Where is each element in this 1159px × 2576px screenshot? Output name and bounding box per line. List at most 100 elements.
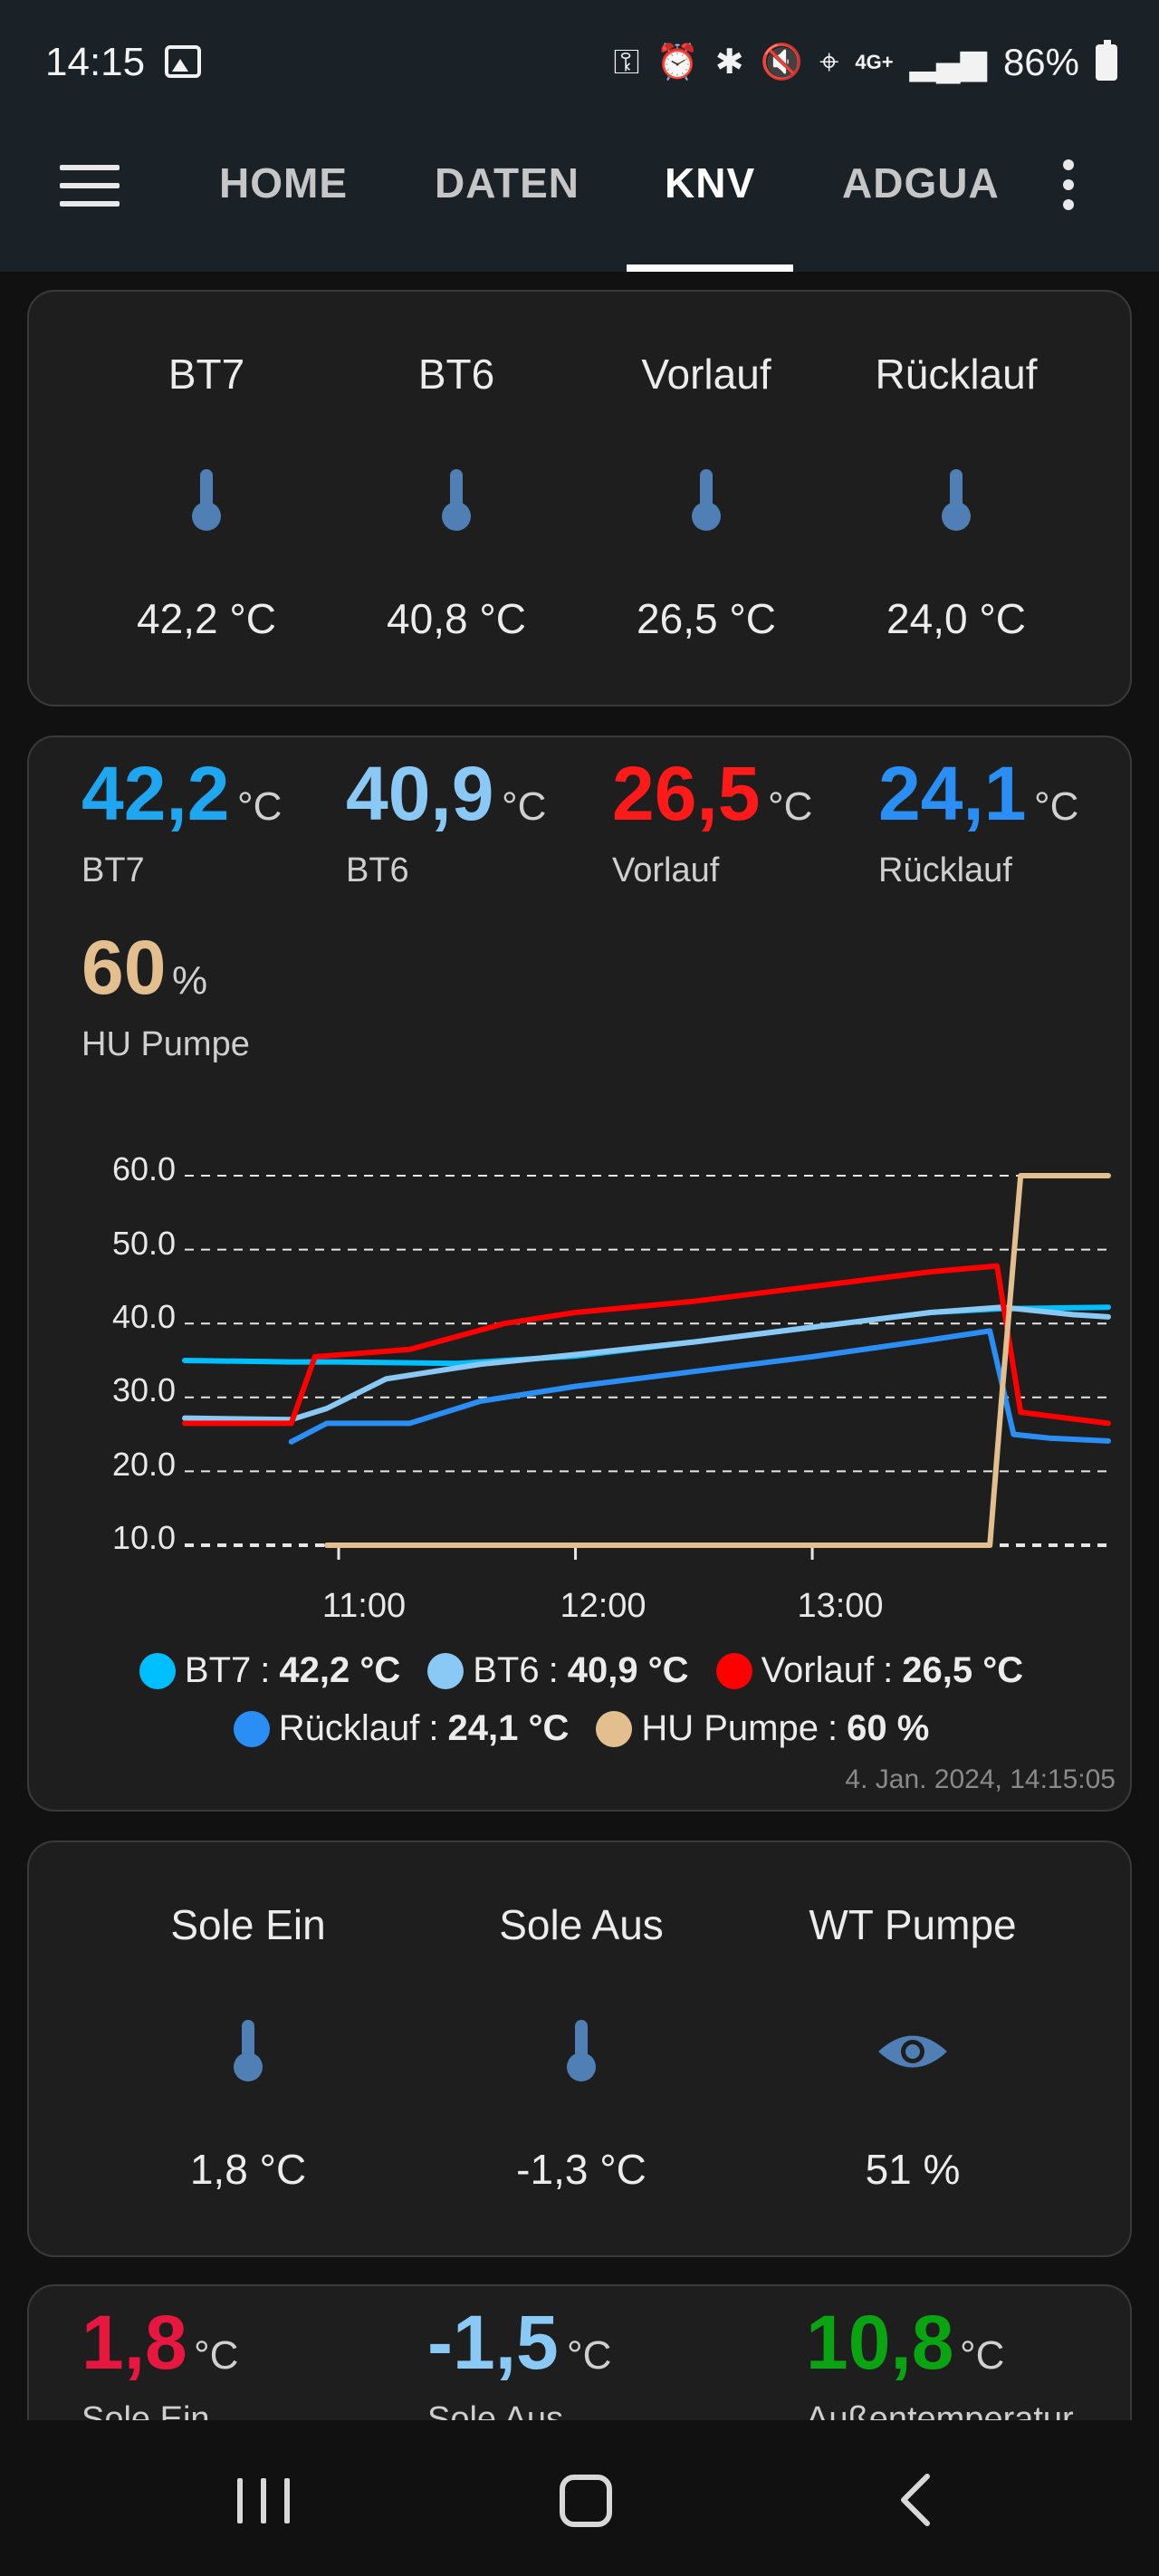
chart-legend-row-1: BT7: 42,2 °C BT6: 40,9 °C Vorlauf: 26,5 …: [29, 1650, 1134, 1691]
legend-value: 26,5 °C: [902, 1650, 1024, 1690]
status-icons: ⚿ ⏰ ✱ 🔇 ⌖ 4G+ ▂▄▆ 86%: [614, 40, 1117, 85]
x-tick-label: 11:00: [321, 1587, 407, 1625]
eye-icon: [878, 2035, 947, 2068]
y-tick-label: 40.0: [112, 1298, 177, 1335]
tile-label-ruecklauf: Rücklauf: [875, 351, 1038, 398]
signal-icon: ▂▄▆: [909, 43, 987, 82]
reading-aussentemp-value: 10,8: [806, 2300, 954, 2385]
bluetooth-icon: ✱: [714, 43, 744, 82]
legend-name: BT7: [184, 1650, 252, 1690]
chart-gridlines: [185, 1175, 1106, 1560]
thermometer-icon: [688, 469, 724, 533]
location-icon: ⌖: [819, 43, 839, 82]
legend-item-hu-pumpe[interactable]: HU Pumpe: 60 %: [596, 1708, 929, 1749]
y-tick-label: 50.0: [112, 1225, 177, 1262]
hamburger-menu-icon[interactable]: [60, 165, 120, 210]
legend-item-ruecklauf[interactable]: Rücklauf: 24,1 °C: [233, 1708, 570, 1749]
tile-label-wt-pumpe: WT Pumpe: [809, 1901, 1017, 1948]
back-icon[interactable]: [896, 2473, 936, 2527]
tile-label-vorlauf: Vorlauf: [641, 351, 771, 398]
tab-daten[interactable]: DATEN: [435, 159, 580, 207]
y-tick-label: 20.0: [112, 1446, 177, 1483]
network-type: 4G+: [855, 51, 894, 73]
reading-hu-pumpe-label: HU Pumpe: [81, 1025, 250, 1063]
sole-tiles-card: Sole Ein Sole Aus WT Pumpe 1,8 °C -1,3 °…: [27, 1841, 1132, 2257]
legend-value: 60 %: [847, 1708, 930, 1748]
series-line-vorlauf: [182, 1263, 1111, 1427]
reading-bt6-value: 40,9: [346, 751, 494, 836]
alarm-icon: ⏰: [656, 43, 699, 82]
reading-sole-ein-unit: °C: [194, 2333, 239, 2378]
tile-value-bt6: 40,8 °C: [387, 595, 526, 642]
reading-bt6-unit: °C: [502, 784, 547, 829]
tile-value-bt7: 42,2 °C: [137, 595, 276, 642]
y-tick-label: 60.0: [112, 1150, 177, 1187]
reading-hu-pumpe-unit: %: [172, 958, 208, 1003]
reading-sole-ein-value: 1,8: [81, 2300, 187, 2385]
reading-bt6-label: BT6: [346, 851, 409, 889]
thermometer-icon: [563, 2020, 599, 2083]
image-notification-icon: [165, 45, 201, 78]
reading-vorlauf-unit: °C: [768, 784, 813, 829]
reading-bt7-value: 42,2: [81, 751, 230, 836]
legend-value: 24,1 °C: [447, 1708, 570, 1748]
legend-dot: [427, 1652, 465, 1689]
tab-knv[interactable]: KNV: [665, 159, 756, 207]
tile-label-bt7: BT7: [168, 351, 245, 398]
reading-ruecklauf-unit: °C: [1034, 784, 1079, 829]
legend-name: HU Pumpe: [641, 1708, 819, 1748]
battery-percent: 86%: [1002, 41, 1079, 83]
tile-value-ruecklauf: 24,0 °C: [886, 595, 1026, 642]
reading-sole-aus-unit: °C: [567, 2333, 612, 2378]
reading-sole-aus-value: -1,5: [427, 2300, 559, 2385]
reading-vorlauf-label: Vorlauf: [612, 851, 720, 889]
series-line-bt7: [182, 1304, 1111, 1367]
tile-value-wt-pumpe: 51 %: [865, 2146, 961, 2193]
y-tick-label: 30.0: [112, 1371, 177, 1408]
reading-bt7-unit: °C: [237, 784, 283, 829]
reading-ruecklauf-value: 24,1: [878, 751, 1027, 836]
temperature-tiles-card: BT7 BT6 Vorlauf Rücklauf 42,2 °C 40,8 °C…: [27, 290, 1132, 706]
system-navigation-bar: [0, 2420, 1159, 2576]
legend-item-vorlauf[interactable]: Vorlauf: 26,5 °C: [715, 1650, 1024, 1691]
app-bar: HOME DATEN KNV ADGUA: [0, 127, 1159, 272]
tab-home[interactable]: HOME: [219, 159, 348, 207]
status-bar: 14:15 ⚿ ⏰ ✱ 🔇 ⌖ 4G+ ▂▄▆ 86%: [0, 0, 1159, 127]
series-line-hu-pumpe: [323, 1173, 1111, 1548]
legend-value: 42,2 °C: [279, 1650, 401, 1690]
thermometer-icon: [230, 2020, 266, 2083]
y-tick-label: 10.0: [112, 1519, 177, 1556]
more-options-icon[interactable]: [1059, 159, 1078, 217]
chart-timestamp: 4. Jan. 2024, 14:15:05: [845, 1764, 1116, 1794]
tile-value-vorlauf: 26,5 °C: [637, 595, 776, 642]
battery-icon: [1096, 40, 1117, 81]
legend-item-bt7[interactable]: BT7: 42,2 °C: [139, 1650, 400, 1691]
thermometer-icon: [438, 469, 474, 533]
x-tick-label: 12:00: [560, 1587, 647, 1625]
reading-vorlauf-value: 26,5: [612, 751, 761, 836]
tile-label-sole-ein: Sole Ein: [170, 1901, 326, 1948]
series-line-bt6: [182, 1304, 1111, 1423]
legend-value: 40,9 °C: [567, 1650, 689, 1690]
thermometer-icon: [188, 469, 225, 533]
history-chart-card[interactable]: 42,2 °C BT7 40,9 °C BT6 26,5 °C Vorlauf …: [27, 735, 1132, 1812]
legend-name: Rücklauf: [278, 1708, 420, 1748]
series-line-r-cklauf: [288, 1328, 1111, 1445]
tab-adgua[interactable]: ADGUA: [842, 159, 1000, 207]
legend-item-bt6[interactable]: BT6: 40,9 °C: [427, 1650, 689, 1691]
legend-dot: [139, 1652, 176, 1689]
home-icon[interactable]: [560, 2475, 612, 2527]
tile-label-sole-aus: Sole Aus: [499, 1901, 664, 1948]
thermometer-icon: [938, 469, 974, 533]
mute-icon: 🔇: [760, 43, 803, 82]
chart-legend-row-2: Rücklauf: 24,1 °C HU Pumpe: 60 %: [29, 1708, 1134, 1749]
tile-label-bt6: BT6: [417, 351, 495, 398]
tile-value-sole-aus: -1,3 °C: [516, 2146, 647, 2193]
reading-aussentemp-unit: °C: [960, 2333, 1005, 2378]
status-time: 14:15: [45, 40, 146, 84]
reading-ruecklauf-label: Rücklauf: [878, 851, 1012, 889]
reading-bt7-label: BT7: [81, 851, 145, 889]
tile-value-sole-ein: 1,8 °C: [189, 2146, 307, 2193]
recent-apps-icon[interactable]: [237, 2478, 290, 2523]
legend-name: Vorlauf: [761, 1650, 875, 1690]
